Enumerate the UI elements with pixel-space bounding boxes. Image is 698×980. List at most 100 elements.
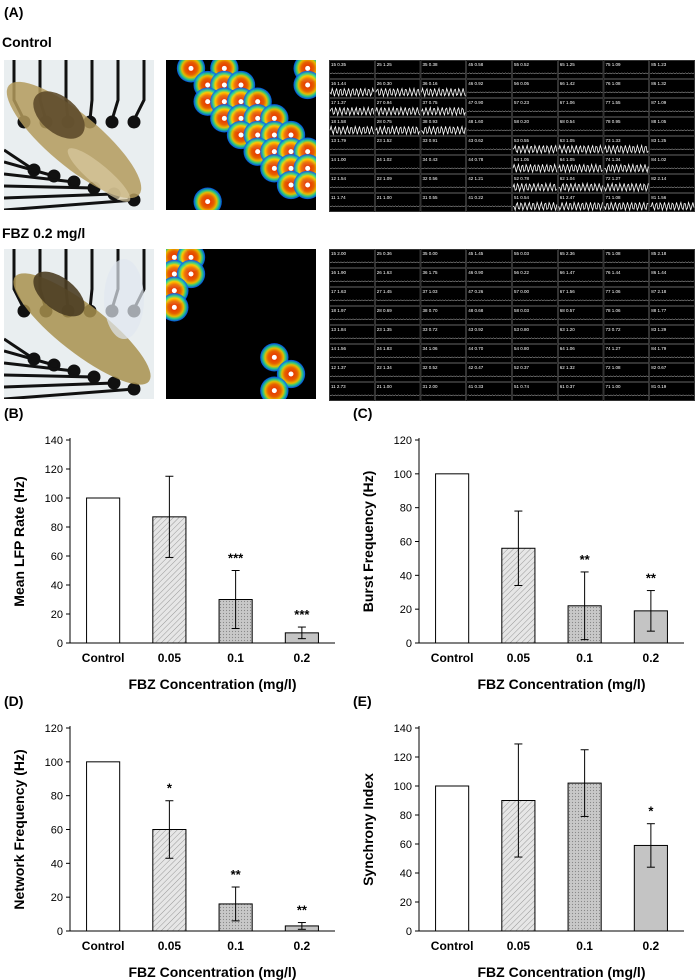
- y-axis-title: Synchrony Index: [360, 773, 376, 886]
- trace-label: 18 1.97: [331, 308, 347, 313]
- chart-c: (C) 0 20 40 60 80 100 120 Control 0.05 ** 0.1 ** 0.2 F…: [353, 405, 684, 692]
- chart-b: (B) 0 20 40 60 80 100 120 140 Control 0.05 *** 0.1 **…: [4, 405, 335, 692]
- y-tick-label: 100: [394, 469, 412, 481]
- x-tick-label: Control: [82, 651, 125, 665]
- y-tick-label: 80: [51, 791, 63, 803]
- trace-label: 27 0.94: [377, 100, 393, 105]
- trace-label: 81 1.56: [651, 195, 667, 200]
- panel-letter: (C): [353, 405, 372, 421]
- trace-label: 26 0.30: [377, 81, 393, 86]
- larva-photo-control: [4, 60, 154, 210]
- trace-label: 75 1.08: [606, 251, 622, 256]
- y-tick-label: 120: [45, 464, 63, 476]
- trace-label: 85 2.18: [651, 251, 667, 256]
- y-tick-label: 20: [400, 604, 412, 616]
- x-tick-label: Control: [82, 939, 125, 953]
- mea-larva-image-control: [4, 60, 146, 210]
- x-tick-label: 0.1: [227, 939, 244, 953]
- y-tick-label: 40: [51, 580, 63, 592]
- row-label-control: Control: [2, 34, 52, 50]
- trace-label: 56 0.22: [514, 270, 530, 275]
- significance-marker: **: [297, 903, 308, 918]
- y-tick-label: 20: [400, 897, 412, 909]
- trace-label: 33 0.72: [423, 327, 439, 332]
- trace-label: 22 1.34: [377, 365, 393, 370]
- trace-grid-control: 15 0.35 25 1.25 35 0.38 45 0.58 55 0.52 65 1.…: [329, 60, 695, 212]
- trace-label: 87 1.09: [651, 100, 667, 105]
- bar: [435, 785, 470, 932]
- trace-label: 45 1.45: [468, 251, 484, 256]
- x-tick-label: 0.2: [294, 939, 311, 953]
- x-axis-title: FBZ Concentration (mg/l): [478, 676, 646, 692]
- significance-marker: *: [648, 804, 654, 819]
- trace-label: 84 1.02: [651, 157, 667, 162]
- trace-label: 22 1.09: [377, 176, 393, 181]
- bar: [86, 497, 121, 644]
- trace-label: 41 0.33: [468, 384, 484, 389]
- trace-label: 25 1.25: [377, 62, 393, 67]
- trace-label: 82 2.14: [651, 176, 667, 181]
- trace-label: 46 0.92: [468, 81, 484, 86]
- panel-letter: (E): [353, 693, 372, 709]
- trace-label: 36 1.75: [423, 270, 439, 275]
- y-tick-label: 60: [400, 839, 412, 851]
- trace-label: 64 1.05: [560, 157, 576, 162]
- trace-label: 86 1.44: [651, 270, 667, 275]
- trace-label: 82 0.67: [651, 365, 667, 370]
- trace-label: 74 1.34: [606, 157, 622, 162]
- electrode-traces-fbz: 15 2.00 25 0.36 35 0.00 45 1.45 55 0.03 65 2.…: [329, 249, 695, 401]
- trace-label: 14 1.56: [331, 346, 347, 351]
- trace-label: 38 0.93: [423, 119, 439, 124]
- trace-label: 57 0.23: [514, 100, 530, 105]
- trace-label: 24 1.02: [377, 157, 393, 162]
- trace-label: 83 1.25: [651, 138, 667, 143]
- trace-label: 51 0.74: [514, 384, 530, 389]
- trace-label: 57 0.00: [514, 289, 530, 294]
- trace-label: 88 1.77: [651, 308, 667, 313]
- trace-label: 36 0.16: [423, 81, 439, 86]
- trace-label: 61 2.47: [560, 195, 576, 200]
- trace-label: 52 0.37: [514, 365, 530, 370]
- significance-marker: *: [167, 781, 173, 796]
- trace-label: 55 0.52: [514, 62, 530, 67]
- y-tick-label: 60: [51, 825, 63, 837]
- trace-label: 42 0.47: [468, 365, 484, 370]
- y-tick-label: 120: [45, 723, 63, 735]
- trace-label: 68 0.54: [560, 119, 576, 124]
- y-axis-title: Network Frequency (Hz): [11, 749, 27, 909]
- y-tick-label: 0: [406, 926, 412, 938]
- chart-e: (E) 0 20 40 60 80 100 120 140 Control 0.05 0.1 * 0.2 F…: [353, 693, 684, 980]
- trace-label: 77 1.55: [606, 100, 622, 105]
- activity-heatmap-control: [176, 60, 316, 210]
- y-tick-label: 40: [400, 570, 412, 582]
- x-tick-label: 0.1: [227, 651, 244, 665]
- trace-label: 33 0.91: [423, 138, 439, 143]
- trace-label: 43 0.62: [468, 138, 484, 143]
- y-tick-label: 100: [394, 781, 412, 793]
- trace-grid-fbz: 15 2.00 25 0.36 35 0.00 45 1.45 55 0.03 65 2.…: [329, 249, 695, 401]
- significance-marker: **: [231, 867, 242, 882]
- y-axis-title: Burst Frequency (Hz): [360, 471, 376, 613]
- trace-label: 37 1.03: [423, 289, 439, 294]
- significance-marker: ***: [228, 551, 244, 566]
- trace-label: 17 1.63: [331, 289, 347, 294]
- trace-label: 76 1.08: [606, 81, 622, 86]
- mea-larva-image-fbz: [4, 249, 151, 399]
- bar: [501, 800, 536, 932]
- x-axis-title: FBZ Concentration (mg/l): [478, 964, 646, 980]
- trace-label: 78 0.95: [606, 119, 622, 124]
- x-tick-label: 0.1: [576, 939, 593, 953]
- y-tick-label: 0: [57, 638, 63, 650]
- trace-label: 61 0.37: [560, 384, 576, 389]
- trace-label: 58 0.20: [514, 119, 530, 124]
- chart-d: (D) 0 20 40 60 80 100 120 Control * 0.05 ** 0.1 ** 0.2…: [4, 693, 335, 980]
- trace-label: 27 1.45: [377, 289, 393, 294]
- heatmap-fbz: [166, 249, 316, 399]
- trace-label: 48 0.68: [468, 308, 484, 313]
- y-tick-label: 0: [57, 926, 63, 938]
- trace-label: 65 2.36: [560, 251, 576, 256]
- trace-label: 12 1.37: [331, 365, 347, 370]
- x-tick-label: 0.05: [507, 651, 531, 665]
- y-tick-label: 140: [394, 723, 412, 735]
- trace-label: 85 1.23: [651, 62, 667, 67]
